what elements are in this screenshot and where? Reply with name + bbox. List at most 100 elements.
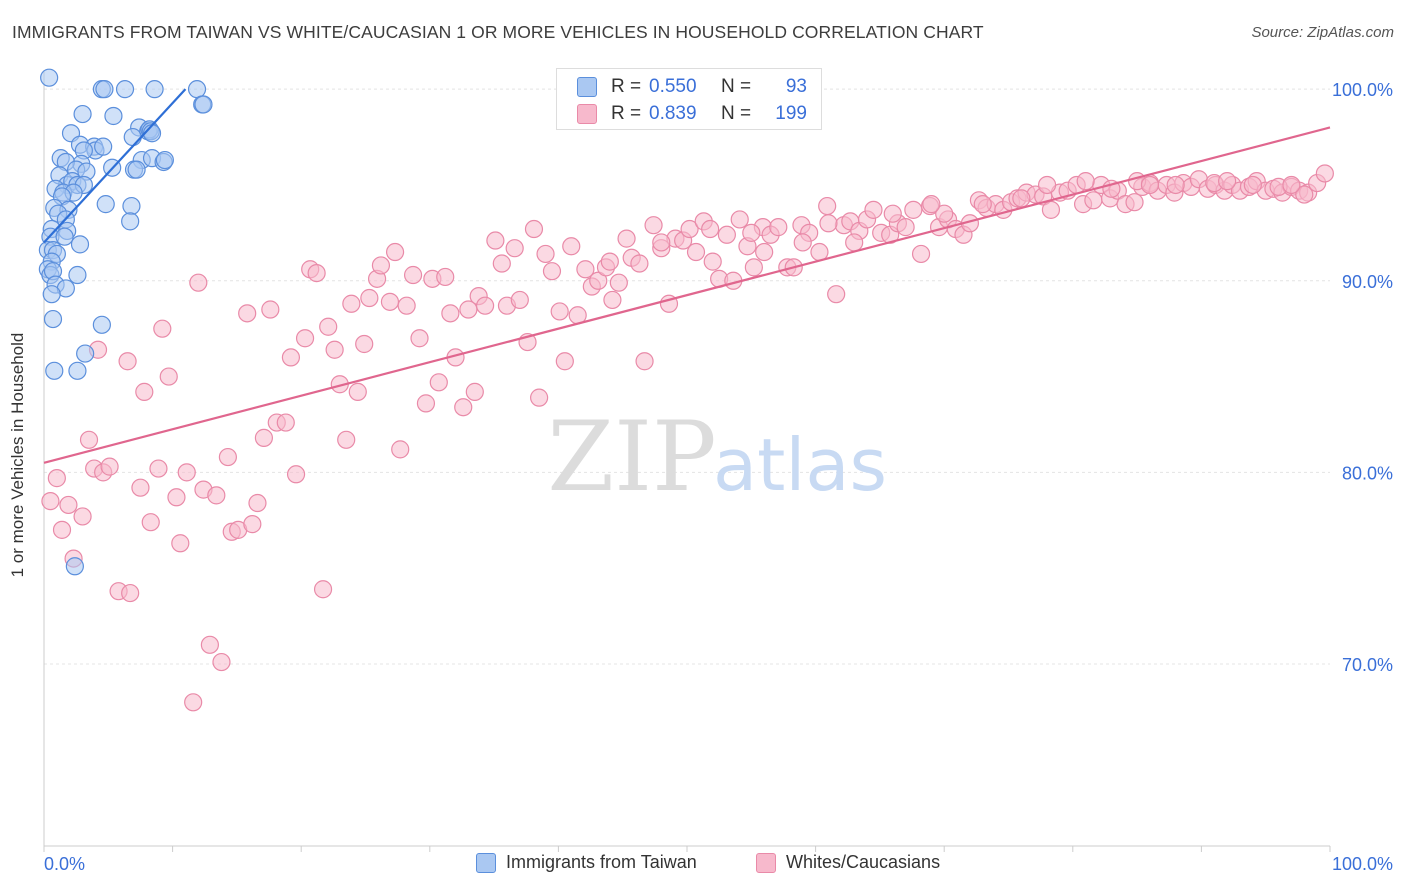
white-point xyxy=(755,242,774,262)
white-point xyxy=(644,216,663,235)
stats-row-taiwan: R = 0.550 N = 93 xyxy=(577,76,807,98)
white-point xyxy=(730,210,749,229)
white-point xyxy=(380,292,400,311)
white-point xyxy=(276,413,295,432)
white-point xyxy=(686,242,706,262)
white-point xyxy=(100,457,119,476)
white-point xyxy=(238,304,257,323)
white-point xyxy=(1076,172,1095,191)
white-point xyxy=(703,252,722,271)
white-point xyxy=(883,204,902,223)
legend-label-white: Whites/Caucasians xyxy=(786,852,941,872)
white-point xyxy=(141,513,160,532)
white-point xyxy=(536,244,555,264)
taiwan-point xyxy=(122,196,141,216)
taiwan-point xyxy=(73,104,92,124)
white-point xyxy=(371,256,391,275)
taiwan-point xyxy=(55,227,74,246)
taiwan-point xyxy=(104,106,123,126)
white-point xyxy=(47,469,66,488)
white-point xyxy=(510,290,529,310)
white-point xyxy=(441,304,460,323)
white-point xyxy=(184,693,203,712)
taiwan-swatch xyxy=(577,77,597,97)
taiwan-point xyxy=(65,557,84,576)
white-point xyxy=(600,252,619,271)
white-point xyxy=(465,382,484,401)
white-point xyxy=(397,296,416,315)
white-point xyxy=(652,233,671,252)
white-point xyxy=(1315,164,1334,183)
n-value: 199 xyxy=(775,103,807,124)
white-point xyxy=(149,459,168,478)
white-point xyxy=(1037,175,1057,195)
white-point xyxy=(1084,191,1103,210)
n-label: N = xyxy=(721,76,752,97)
watermark-zip: ZIP xyxy=(547,401,716,513)
white-point xyxy=(818,196,837,216)
white-point xyxy=(454,398,473,417)
white-point xyxy=(281,348,301,367)
legend-item-white[interactable]: Whites/Caucasians xyxy=(756,852,940,873)
white-point xyxy=(550,302,569,321)
white-point xyxy=(212,652,231,672)
white-point xyxy=(475,296,495,315)
white-point xyxy=(1166,175,1185,195)
white-point xyxy=(121,583,140,603)
white-point xyxy=(118,352,137,371)
white-point xyxy=(207,486,226,505)
x-tick-label: 100.0% xyxy=(1332,854,1393,874)
white-point xyxy=(79,430,99,449)
white-point xyxy=(254,428,274,447)
white-point xyxy=(177,463,196,482)
white-point xyxy=(935,204,954,223)
taiwan-point xyxy=(121,212,140,231)
stats-legend: R = 0.550 N = 93 R = 0.839 N = 199 xyxy=(556,68,822,130)
white-point xyxy=(542,262,562,281)
white-point xyxy=(355,334,374,354)
taiwan-legend-swatch xyxy=(476,852,496,873)
taiwan-point xyxy=(115,80,135,99)
white-point xyxy=(701,219,720,239)
white-point xyxy=(911,244,931,264)
white-legend-swatch xyxy=(756,852,776,873)
white-point xyxy=(385,242,405,262)
white-point xyxy=(1282,175,1301,195)
white-point xyxy=(410,329,429,348)
white-point xyxy=(52,520,72,539)
taiwan-point xyxy=(68,265,87,285)
taiwan-point xyxy=(45,361,64,380)
white-point xyxy=(159,367,178,386)
y-tick-label: 100.0% xyxy=(1332,80,1393,100)
white-point xyxy=(864,200,883,219)
taiwan-point xyxy=(145,80,164,99)
y-tick-label: 90.0% xyxy=(1342,272,1393,292)
white-point xyxy=(218,447,237,467)
white-point xyxy=(295,329,315,348)
white-point xyxy=(635,352,654,371)
white-point xyxy=(243,515,262,534)
white-point xyxy=(248,493,267,513)
taiwan-point xyxy=(194,95,213,114)
white-point xyxy=(131,478,150,497)
n-label: N = xyxy=(721,103,752,124)
white-point xyxy=(189,273,208,292)
white-point xyxy=(337,430,356,449)
white-point xyxy=(416,394,436,413)
taiwan-point xyxy=(92,315,111,334)
white-point xyxy=(1012,189,1031,208)
white-point xyxy=(505,239,524,258)
taiwan-point xyxy=(95,80,114,99)
white-point xyxy=(1295,185,1314,204)
legend-item-taiwan[interactable]: Immigrants from Taiwan xyxy=(476,852,697,873)
stats-row-white: R = 0.839 N = 199 xyxy=(577,103,807,125)
white-point xyxy=(200,635,219,654)
r-label: R = xyxy=(611,103,642,124)
taiwan-point xyxy=(76,344,95,363)
taiwan-point xyxy=(40,68,59,87)
white-point xyxy=(73,507,92,526)
white-point xyxy=(171,534,190,553)
white-point xyxy=(562,237,581,256)
white-point xyxy=(680,219,699,239)
